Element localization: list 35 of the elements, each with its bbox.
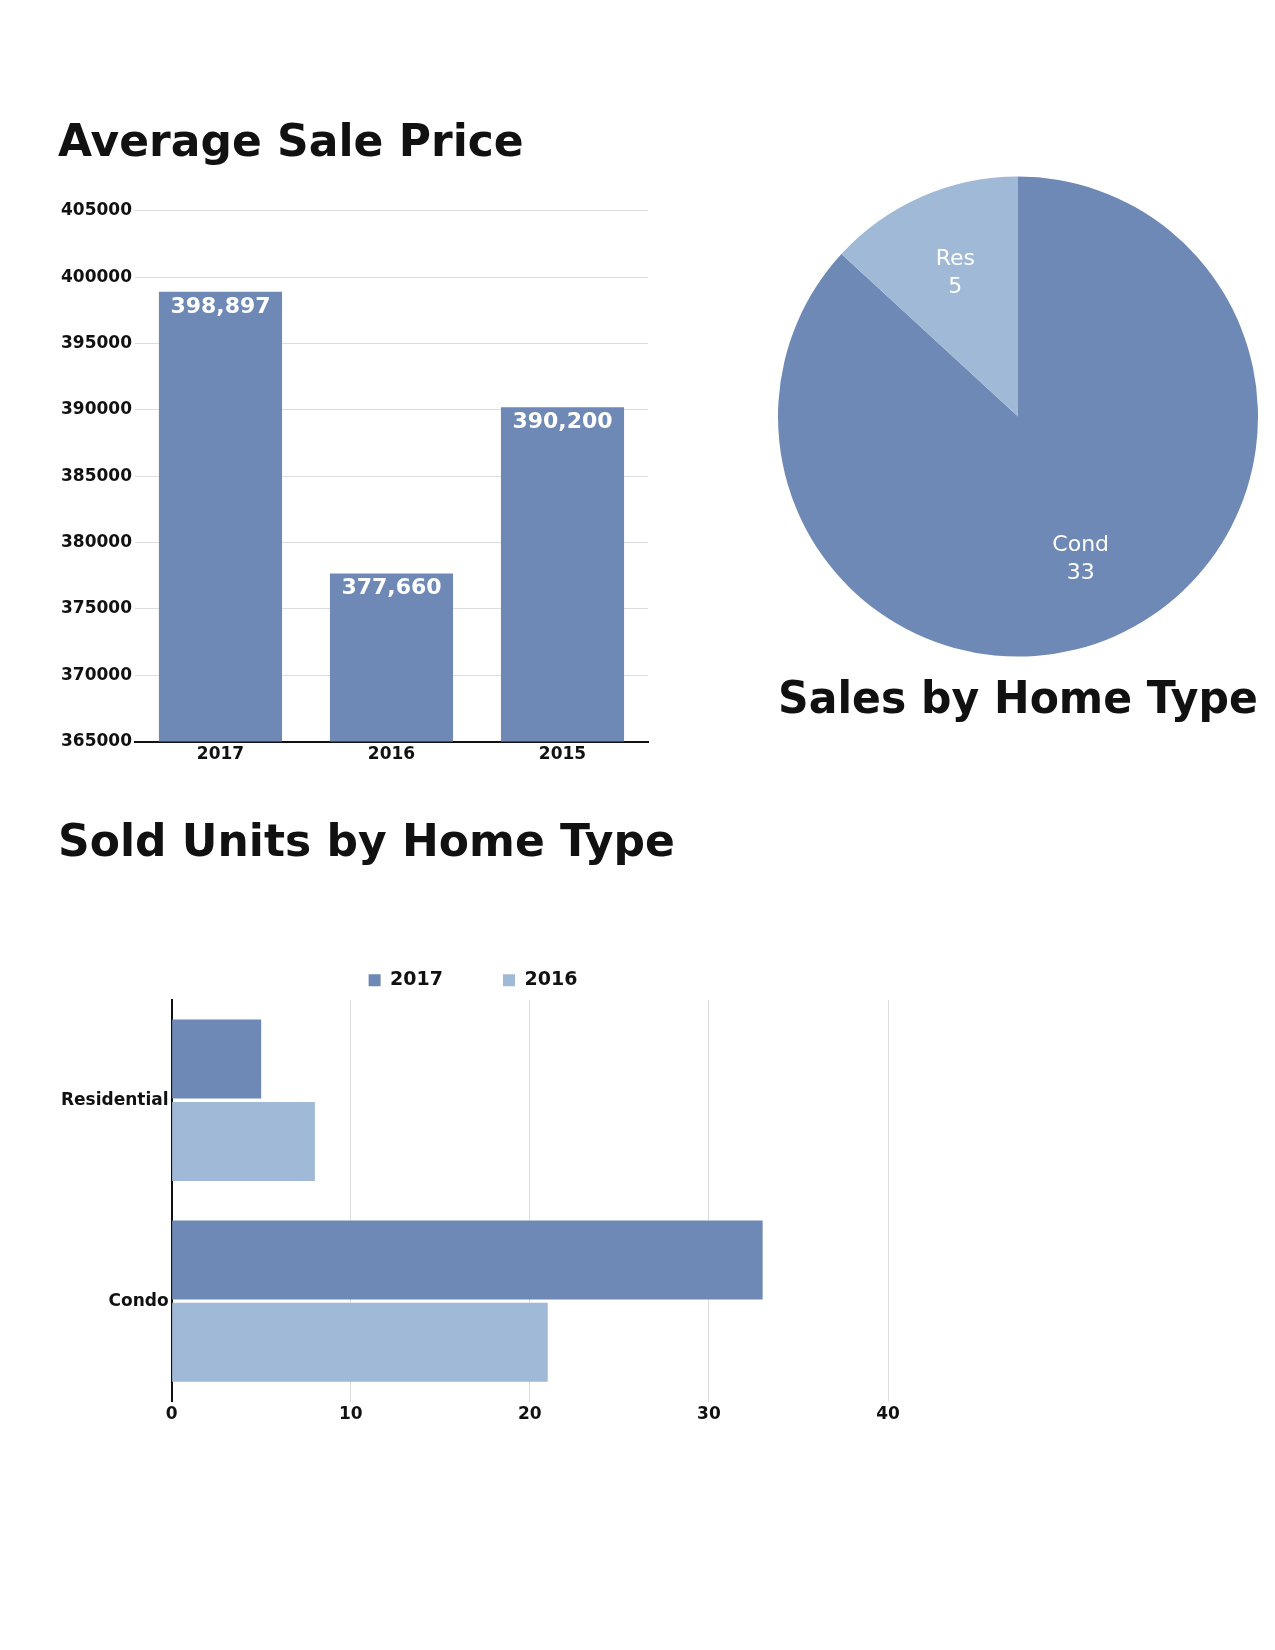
y-tick-label: 370000 [60, 663, 133, 684]
data-label: 33 [1066, 559, 1095, 585]
bar [172, 1302, 548, 1382]
y-tick-label: Residential [60, 1088, 169, 1109]
legend-label: 2016 [524, 967, 578, 990]
x-tick-label: 2016 [367, 743, 416, 764]
x-tick-label: 0 [165, 1403, 178, 1424]
x-tick-label: 40 [876, 1403, 900, 1424]
slice-label: Res [935, 245, 975, 271]
y-tick-label: Condo [108, 1289, 169, 1310]
data-label: 398,897 [170, 292, 271, 318]
y-tick-label: 365000 [60, 730, 133, 751]
y-tick-label: 400000 [60, 265, 133, 286]
x-tick-label: 20 [517, 1403, 542, 1424]
bar [172, 1220, 763, 1300]
data-label: 390,200 [512, 407, 613, 433]
bar [172, 1101, 315, 1181]
bar [172, 1019, 262, 1099]
x-tick-label: 30 [697, 1403, 721, 1424]
text: Sales by Home Type [778, 672, 1258, 724]
data-label: 5 [948, 273, 963, 299]
chart-title: Sold Units by Home Type [58, 814, 675, 866]
y-tick-label: 395000 [60, 331, 133, 352]
x-tick-label: 2017 [196, 743, 245, 764]
x-tick-label: 2015 [538, 743, 587, 764]
data-label: 377,660 [341, 574, 442, 600]
y-tick-label: 380000 [60, 530, 133, 551]
y-tick-label: 375000 [60, 597, 133, 618]
x-tick-label: 10 [338, 1403, 363, 1424]
slice-label: Cond [1052, 531, 1110, 557]
y-tick-label: 385000 [60, 464, 133, 485]
y-tick-label: 390000 [60, 398, 133, 419]
legend-label: 2017 [390, 967, 444, 990]
y-tick-label: 405000 [60, 199, 133, 220]
chart-title: Average Sale Price [58, 114, 524, 166]
